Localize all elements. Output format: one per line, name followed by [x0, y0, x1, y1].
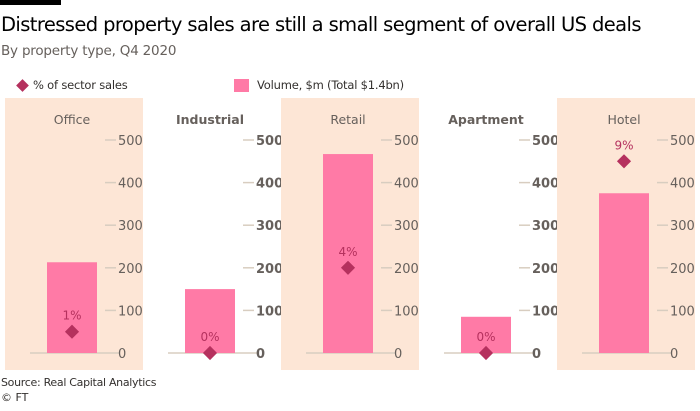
tick-label: 100 — [532, 304, 559, 319]
category-label: Apartment — [448, 112, 524, 127]
pct-label: 4% — [338, 245, 357, 259]
tick-label: 0 — [394, 347, 402, 362]
bar-hotel — [599, 193, 649, 353]
tick-label: 300 — [670, 219, 695, 234]
pct-label: 0% — [200, 330, 219, 344]
ft-top-bar — [0, 0, 61, 5]
tick-label: 0 — [532, 347, 541, 362]
legend-pct-label: % of sector sales — [33, 78, 128, 92]
tick-label: 200 — [256, 262, 283, 277]
pct-label: 9% — [614, 138, 633, 152]
tick-label: 500 — [256, 134, 283, 149]
tick-label: 100 — [394, 304, 419, 319]
legend-pct: % of sector sales — [16, 78, 128, 92]
tick-label: 400 — [532, 177, 559, 192]
chart-title: Distressed property sales are still a sm… — [1, 13, 642, 36]
diamond-marker — [64, 324, 80, 339]
tick-label: 0 — [670, 347, 678, 362]
tick-label: 100 — [256, 304, 283, 319]
tick-label: 200 — [118, 262, 143, 277]
tick-label: 100 — [670, 304, 695, 319]
square-icon — [234, 78, 249, 92]
legend-volume-label: Volume, $m (Total $1.4bn) — [257, 78, 404, 92]
tick-label: 400 — [256, 177, 283, 192]
tick-label: 400 — [118, 177, 143, 192]
tick-label: 100 — [118, 304, 143, 319]
tick-label: 200 — [670, 262, 695, 277]
tick-label: 300 — [118, 219, 143, 234]
diamond-marker — [616, 154, 632, 169]
category-label: Hotel — [607, 112, 640, 127]
tick-label: 400 — [670, 177, 695, 192]
pct-label: 0% — [476, 330, 495, 344]
bar-office — [47, 262, 97, 353]
chart-subtitle: By property type, Q4 2020 — [1, 43, 177, 59]
category-label: Retail — [330, 112, 365, 127]
tick-label: 300 — [532, 219, 559, 234]
tick-label: 500 — [118, 134, 143, 149]
diamond-marker — [478, 345, 494, 361]
tick-label: 500 — [670, 134, 695, 149]
tick-label: 400 — [394, 177, 419, 192]
category-label: Office — [54, 112, 91, 127]
tick-label: 200 — [532, 262, 559, 277]
tick-label: 200 — [394, 262, 419, 277]
category-label: Industrial — [176, 112, 244, 127]
source: Source: Real Capital Analytics — [1, 376, 157, 389]
tick-label: 500 — [394, 134, 419, 149]
tick-label: 300 — [256, 219, 283, 234]
bar-retail — [323, 154, 373, 353]
bar-industrial — [185, 289, 235, 353]
copyright: © FT — [1, 391, 29, 404]
diamond-marker — [202, 345, 218, 361]
legend-volume: Volume, $m (Total $1.4bn) — [234, 78, 404, 92]
tick-label: 500 — [532, 134, 559, 149]
pct-label: 1% — [62, 309, 81, 323]
diamond-marker — [340, 260, 356, 275]
tick-label: 0 — [118, 347, 126, 362]
tick-label: 0 — [256, 347, 265, 362]
tick-label: 300 — [394, 219, 419, 234]
